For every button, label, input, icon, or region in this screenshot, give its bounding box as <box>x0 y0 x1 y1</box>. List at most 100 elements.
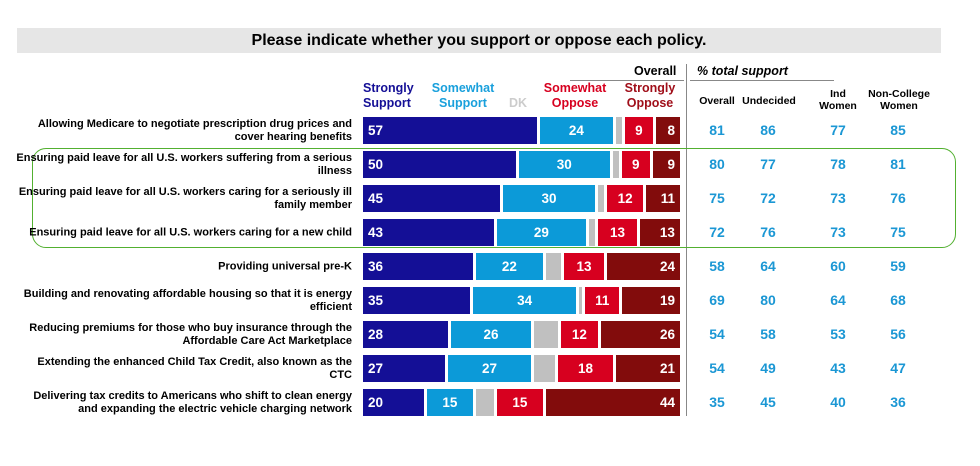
bar-dk <box>579 287 583 314</box>
total-support-value: 47 <box>890 360 906 376</box>
stacked-bar: 27 27 18 21 <box>363 355 680 382</box>
total-support-value: 73 <box>830 190 846 206</box>
total-support-value: 54 <box>709 360 725 376</box>
row-label: Reducing premiums for those who buy insu… <box>29 321 352 347</box>
total-support-value: 40 <box>830 394 846 410</box>
total-support-value: 58 <box>709 258 725 274</box>
bar-dk <box>613 151 620 178</box>
chart-row: Extending the enhanced Child Tax Credit,… <box>0 355 980 382</box>
bar-strongly-support: 35 <box>363 287 470 314</box>
row-label: Allowing Medicare to negotiate prescript… <box>37 117 352 143</box>
bar-somewhat-oppose: 11 <box>585 287 620 314</box>
bar-somewhat-oppose: 13 <box>564 253 604 280</box>
total-support-value: 54 <box>709 326 725 342</box>
legend-somewhat-support: Somewhat Support <box>431 81 495 110</box>
total-support-value: 85 <box>890 122 906 138</box>
chart-row: Allowing Medicare to negotiate prescript… <box>0 117 980 144</box>
row-label: Ensuring paid leave for all U.S. workers… <box>18 185 352 211</box>
bar-somewhat-oppose: 9 <box>625 117 653 144</box>
total-support-value: 78 <box>830 156 846 172</box>
row-label: Extending the enhanced Child Tax Credit,… <box>37 355 352 381</box>
bar-somewhat-support: 30 <box>503 185 595 212</box>
total-support-value: 64 <box>760 258 776 274</box>
bar-strongly-support: 50 <box>363 151 516 178</box>
overall-underline <box>570 80 684 81</box>
bar-dk <box>616 117 623 144</box>
total-support-value: 72 <box>760 190 776 206</box>
bar-strongly-support: 57 <box>363 117 537 144</box>
total-support-value: 64 <box>830 292 846 308</box>
column-header-non-college-women: Non-College Women <box>868 88 930 112</box>
total-support-header: % total support <box>697 64 788 78</box>
bar-strongly-oppose: 11 <box>646 185 680 212</box>
bar-somewhat-oppose: 9 <box>622 151 650 178</box>
bar-strongly-oppose: 21 <box>615 355 680 382</box>
total-support-value: 58 <box>760 326 776 342</box>
total-support-value: 77 <box>760 156 776 172</box>
bar-somewhat-support: 22 <box>475 253 543 280</box>
stacked-bar: 28 26 12 26 <box>363 321 680 348</box>
total-support-value: 59 <box>890 258 906 274</box>
chart-row: Ensuring paid leave for all U.S. workers… <box>0 185 980 212</box>
bar-strongly-oppose: 26 <box>600 321 680 348</box>
total-support-value: 53 <box>830 326 846 342</box>
overall-header: Overall <box>634 64 677 78</box>
total-support-value: 35 <box>709 394 725 410</box>
bar-dk <box>588 219 595 246</box>
bar-dk <box>533 321 559 348</box>
chart-row: Delivering tax credits to Americans who … <box>0 389 980 416</box>
chart-row: Reducing premiums for those who buy insu… <box>0 321 980 348</box>
bar-strongly-support: 20 <box>363 389 424 416</box>
chart-row: Providing universal pre-K 36 22 13 24 58 64 60 5… <box>0 253 980 280</box>
bar-strongly-oppose: 9 <box>652 151 680 178</box>
total-support-value: 60 <box>830 258 846 274</box>
stacked-bar: 35 34 11 19 <box>363 287 680 314</box>
bar-dk <box>597 185 604 212</box>
legend-somewhat-oppose: Somewhat Oppose <box>543 81 607 110</box>
row-label: Delivering tax credits to Americans who … <box>33 389 352 415</box>
stacked-bar: 50 30 9 9 <box>363 151 680 178</box>
bar-strongly-support: 28 <box>363 321 449 348</box>
bar-somewhat-oppose: 15 <box>497 389 543 416</box>
chart-row: Ensuring paid leave for all U.S. workers… <box>0 151 980 178</box>
total-support-value: 86 <box>760 122 776 138</box>
total-support-value: 72 <box>709 224 725 240</box>
total-support-value: 77 <box>830 122 846 138</box>
bar-somewhat-support: 15 <box>427 389 473 416</box>
row-label: Providing universal pre-K <box>218 260 352 272</box>
total-support-value: 36 <box>890 394 906 410</box>
total-support-value: 49 <box>760 360 776 376</box>
total-support-value: 73 <box>830 224 846 240</box>
divider-line <box>686 64 687 416</box>
column-header-overall: Overall <box>699 95 735 107</box>
bar-somewhat-oppose: 18 <box>558 355 613 382</box>
total-support-value: 80 <box>760 292 776 308</box>
bar-somewhat-support: 26 <box>451 321 531 348</box>
row-label: Building and renovating affordable housi… <box>23 287 352 313</box>
row-label: Ensuring paid leave for all U.S. workers… <box>16 151 352 177</box>
row-label: Ensuring paid leave for all U.S. workers… <box>29 226 352 238</box>
total-support-value: 69 <box>709 292 725 308</box>
stacked-bar: 36 22 13 24 <box>363 253 680 280</box>
highlight-box <box>32 148 956 248</box>
total-support-value: 81 <box>709 122 725 138</box>
bar-strongly-oppose: 19 <box>622 287 680 314</box>
total-support-value: 81 <box>890 156 906 172</box>
bar-strongly-oppose: 44 <box>545 389 680 416</box>
bar-somewhat-oppose: 13 <box>597 219 638 246</box>
legend-dk: DK <box>509 96 528 110</box>
total-support-value: 45 <box>760 394 776 410</box>
bar-strongly-oppose: 24 <box>606 253 680 280</box>
stacked-bar: 43 29 13 13 <box>363 219 680 246</box>
total-support-value: 56 <box>890 326 906 342</box>
chart-row: Building and renovating affordable housi… <box>0 287 980 314</box>
bar-strongly-oppose: 8 <box>655 117 680 144</box>
support-underline <box>690 80 834 81</box>
total-support-value: 68 <box>890 292 906 308</box>
stacked-bar: 45 30 12 11 <box>363 185 680 212</box>
total-support-value: 75 <box>890 224 906 240</box>
column-header-undecided: Undecided <box>742 95 796 107</box>
total-support-value: 76 <box>760 224 776 240</box>
bar-somewhat-support: 30 <box>518 151 610 178</box>
legend-strongly-support: Strongly Support <box>363 81 414 110</box>
